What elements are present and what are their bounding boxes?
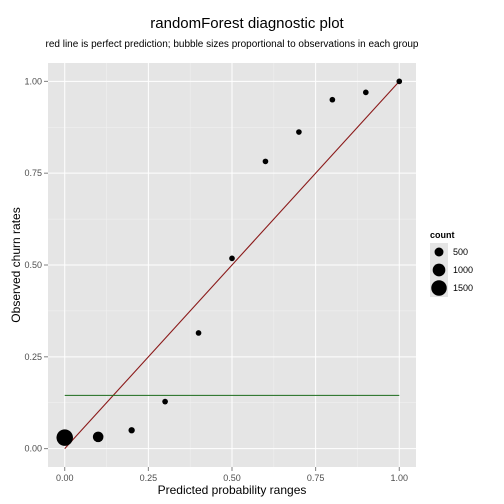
x-tick-label: 0.50: [223, 473, 241, 483]
legend-key-point: [431, 280, 447, 296]
y-axis-ticks: 0.00 0.25 0.50 0.75 1.00: [24, 76, 48, 454]
data-points: [56, 78, 403, 446]
legend-label: 1000: [453, 265, 473, 275]
y-tick-label: 0.25: [24, 352, 42, 362]
x-tick-label: 0.25: [140, 473, 158, 483]
legend-key-point: [434, 247, 444, 257]
legend-label: 1500: [453, 283, 473, 293]
x-tick-label: 0.75: [307, 473, 325, 483]
perfect-prediction-line: [64, 80, 400, 450]
data-point: [362, 89, 369, 96]
data-point: [296, 129, 302, 135]
x-tick-label: 1.00: [391, 473, 409, 483]
legend-label: 500: [453, 247, 468, 257]
data-point: [56, 429, 73, 446]
y-axis-title: Observed churn rates: [9, 207, 23, 322]
data-point: [128, 427, 135, 434]
y-tick-label: 1.00: [24, 76, 42, 86]
x-tick-label: 0.00: [56, 473, 74, 483]
legend-title: count: [430, 230, 455, 240]
data-point: [92, 431, 104, 443]
y-tick-label: 0.00: [24, 444, 42, 454]
x-axis-ticks: 0.00 0.25 0.50 0.75 1.00: [56, 467, 408, 483]
y-tick-label: 0.50: [24, 260, 42, 270]
data-point: [162, 398, 168, 405]
legend: count 500 1000 1500: [430, 230, 473, 297]
legend-key-point: [432, 263, 446, 277]
reference-lines: [64, 80, 400, 450]
chart-title: randomForest diagnostic plot: [150, 15, 344, 32]
data-point: [195, 330, 202, 336]
x-axis-title: Predicted probability ranges: [158, 483, 307, 497]
y-tick-label: 0.75: [24, 168, 42, 178]
data-point: [229, 255, 235, 262]
data-point: [329, 96, 336, 103]
chart-subtitle: red line is perfect prediction; bubble s…: [46, 39, 419, 50]
data-point: [396, 78, 403, 85]
data-point: [262, 158, 269, 165]
